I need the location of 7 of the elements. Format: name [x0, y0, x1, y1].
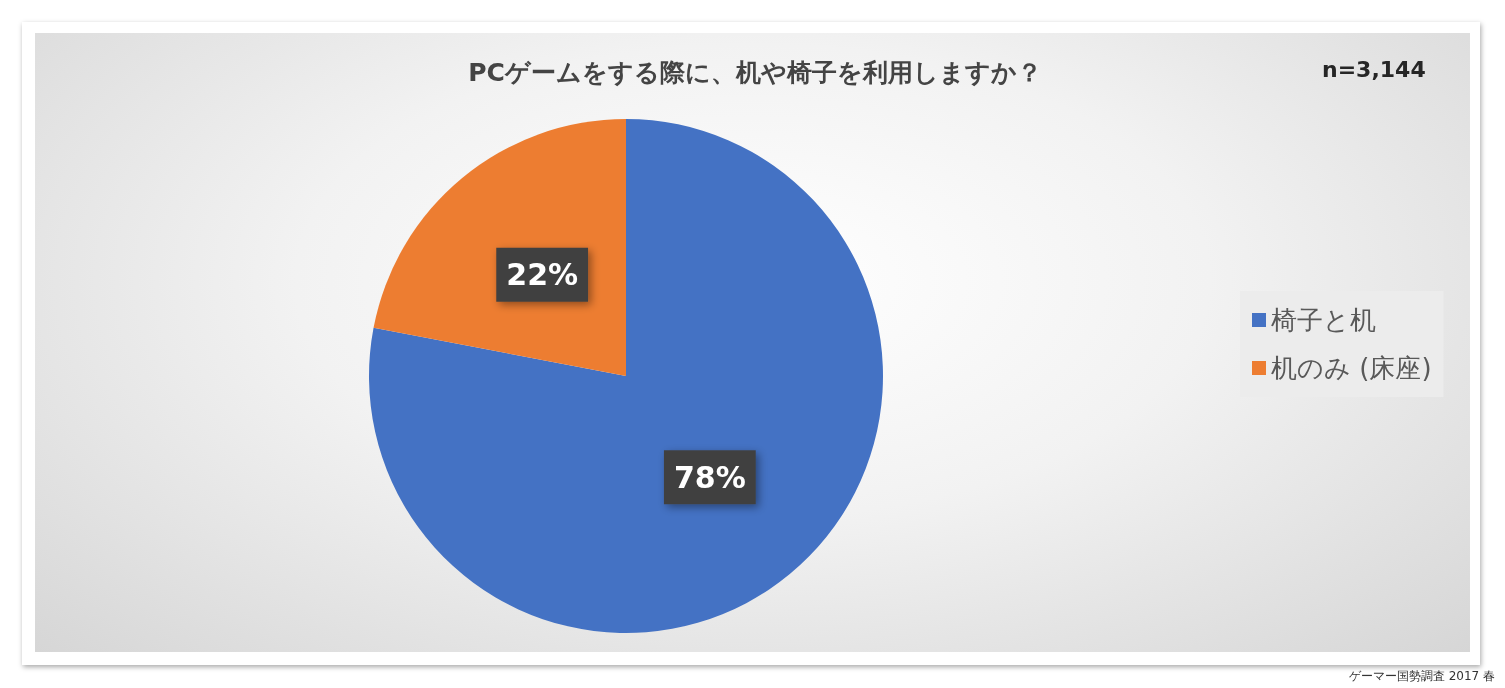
data-label: 78% — [673, 459, 746, 495]
text: ゲーマー国勢調査 2017 春 — [1348, 669, 1495, 683]
chart-title: PCゲームをする際に、机や椅子を利用しますか？ — [468, 58, 1042, 87]
legend-label: 机のみ (床座) — [1271, 353, 1432, 383]
data-label: 22% — [506, 257, 579, 293]
text: n=3,144 — [1322, 56, 1426, 82]
legend-label: 椅子と机 — [1271, 305, 1376, 335]
